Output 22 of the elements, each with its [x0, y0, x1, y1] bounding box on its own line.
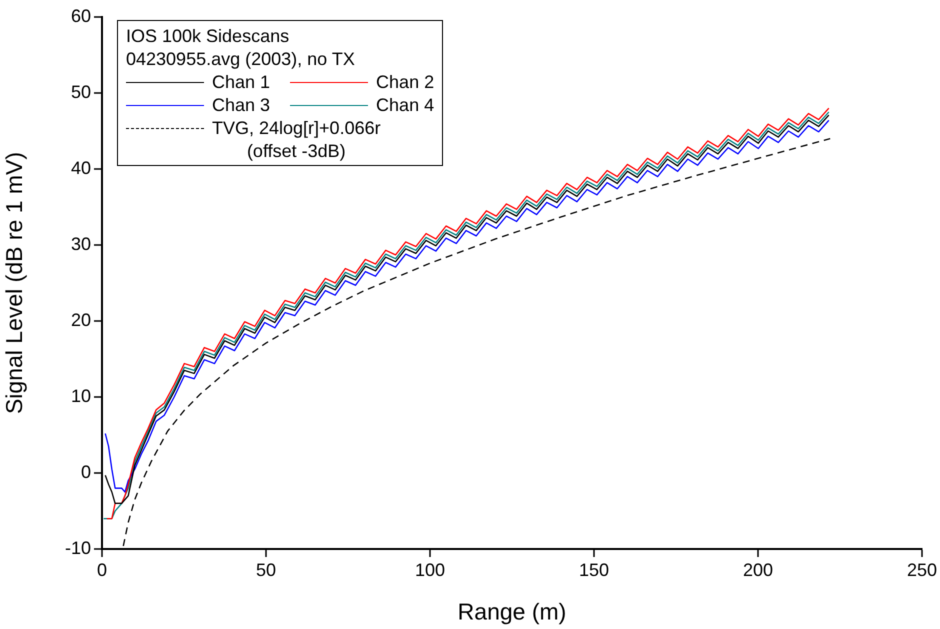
y-tick-label: 30: [70, 234, 91, 254]
y-tick-label: 40: [70, 158, 91, 178]
x-axis-title: Range (m): [458, 598, 566, 625]
x-tick-label: 150: [578, 560, 610, 580]
x-tick-label: 100: [414, 560, 446, 580]
y-tick-label: 10: [70, 386, 91, 406]
y-tick-label: 60: [70, 6, 91, 26]
x-tick-label: 250: [906, 560, 938, 580]
legend-label: TVG, 24log[r]+0.066r (offset -3dB): [212, 117, 381, 163]
x-tick-label: 0: [96, 560, 108, 580]
y-axis-title: Signal Level (dB re 1 mV): [1, 152, 28, 414]
legend-label: Chan 4: [376, 94, 434, 117]
x-tick-label: 50: [256, 560, 276, 580]
y-tick-label: 20: [70, 310, 91, 330]
legend-label: Chan 3: [212, 94, 270, 117]
x-tick-label: 200: [742, 560, 774, 580]
legend-title: IOS 100k Sidescans 04230955.avg (2003), no TX: [126, 25, 356, 71]
y-tick-label: 50: [70, 82, 91, 102]
y-tick-label: -10: [64, 538, 91, 558]
legend-label: Chan 2: [376, 71, 434, 94]
y-tick-label: 0: [80, 462, 91, 482]
legend-label: Chan 1: [212, 71, 270, 94]
